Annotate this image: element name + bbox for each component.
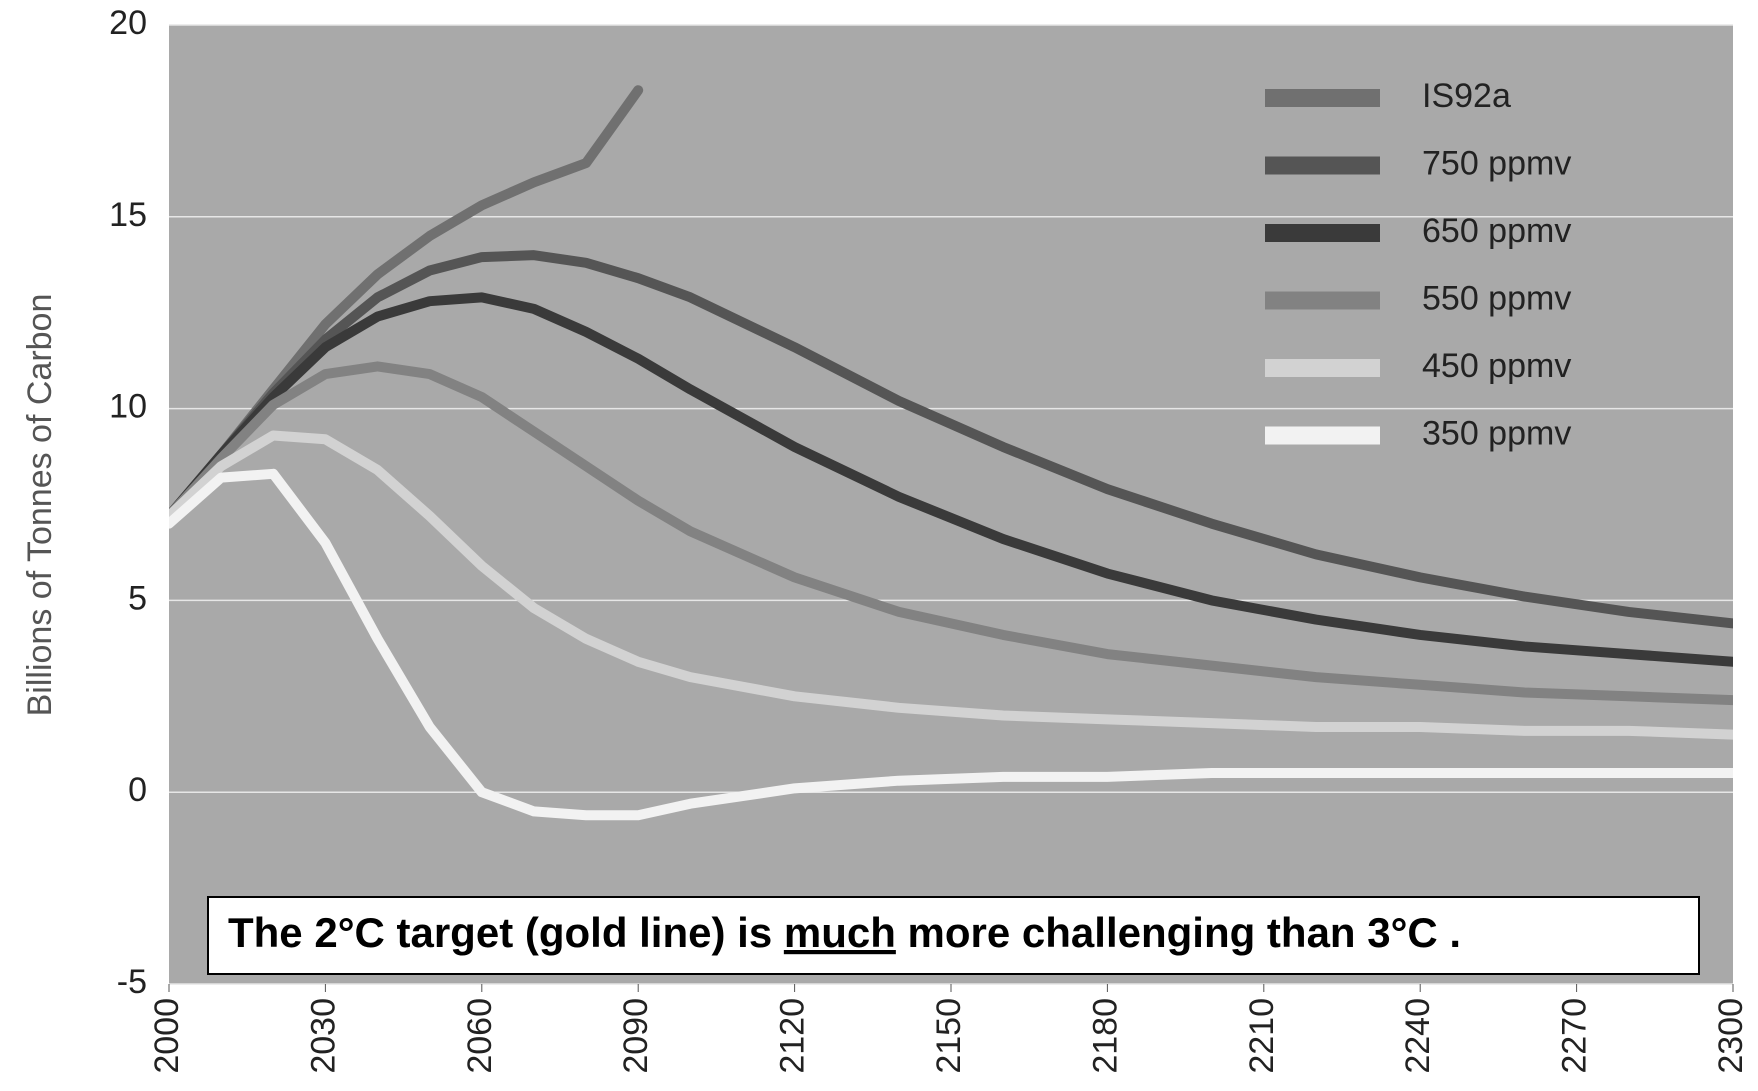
x-tick-label: 2030 <box>304 998 342 1074</box>
y-axis-label: Billions of Tonnes of Carbon <box>21 294 59 717</box>
legend-swatch <box>1265 292 1380 310</box>
legend-label: 750 ppmv <box>1422 144 1571 182</box>
x-tick-label: 2270 <box>1556 998 1594 1074</box>
legend-swatch <box>1265 157 1380 175</box>
annotation-text: more challenging than 3°C . <box>896 909 1461 956</box>
annotation-text: The 2°C target (gold line) is <box>228 909 784 956</box>
legend-label: 650 ppmv <box>1422 212 1571 250</box>
chart: Billions of Tonnes of Carbon -5 0 5 10 15 20 2… <box>0 0 1758 1091</box>
legend-swatch <box>1265 89 1380 107</box>
legend-label: 350 ppmv <box>1422 414 1571 452</box>
y-tick-label: 20 <box>109 4 147 42</box>
x-tick-label: 2000 <box>148 998 186 1074</box>
y-tick-label: 15 <box>109 196 147 234</box>
legend-label: IS92a <box>1422 77 1511 115</box>
x-tick-label: 2060 <box>461 998 499 1074</box>
y-tick-label: 0 <box>128 771 147 809</box>
x-tick-label: 2120 <box>774 998 812 1074</box>
legend-label: 550 ppmv <box>1422 279 1571 317</box>
y-tick-label: 10 <box>109 388 147 426</box>
annotation-emphasis: much <box>784 909 896 956</box>
x-tick-label: 2090 <box>617 998 655 1074</box>
legend-swatch <box>1265 359 1380 377</box>
y-tick-label: 5 <box>128 579 147 617</box>
x-tick-label: 2210 <box>1243 998 1281 1074</box>
x-tick-label: 2180 <box>1086 998 1124 1074</box>
y-tick-label: -5 <box>117 963 147 1001</box>
annotation: The 2°C target (gold line) is much more … <box>228 909 1461 956</box>
legend-label: 450 ppmv <box>1422 347 1571 385</box>
legend-swatch <box>1265 224 1380 242</box>
x-tick-label: 2300 <box>1712 998 1750 1074</box>
x-tick-label: 2240 <box>1399 998 1437 1074</box>
legend-swatch <box>1265 427 1380 445</box>
x-tick-label: 2150 <box>930 998 968 1074</box>
